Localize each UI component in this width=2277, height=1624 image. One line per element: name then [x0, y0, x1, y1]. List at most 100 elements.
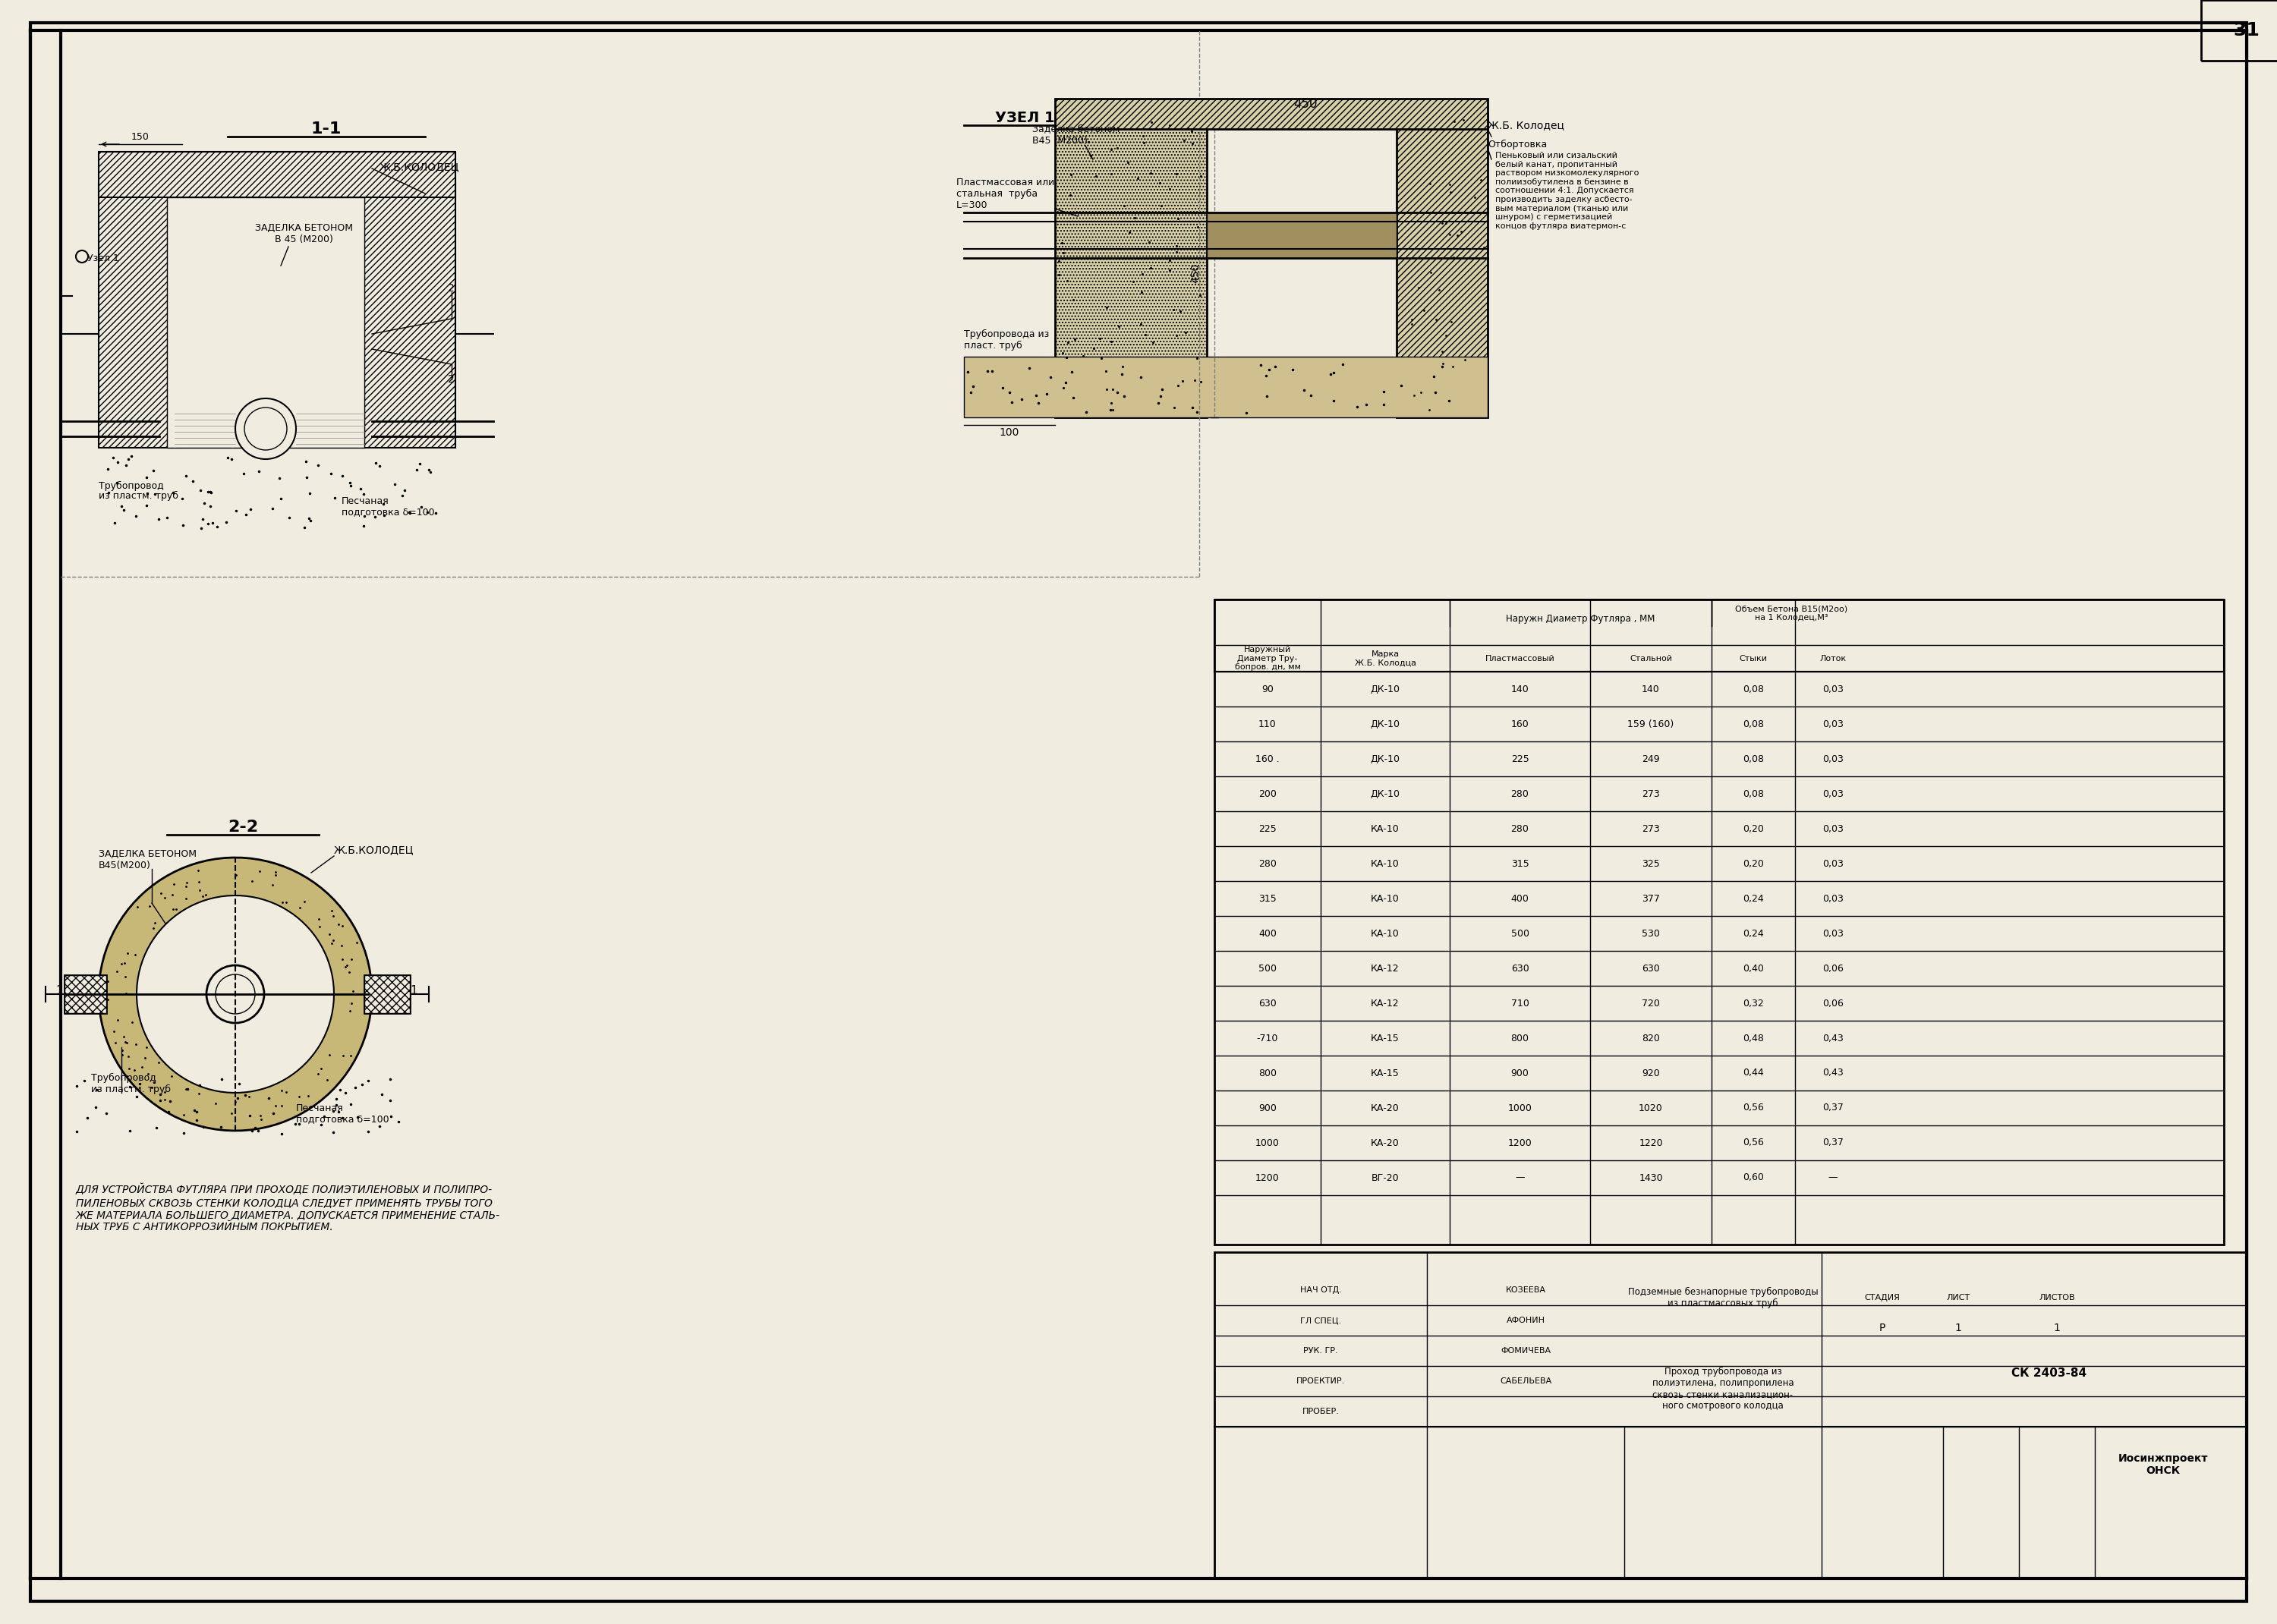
Text: 315: 315 — [1259, 893, 1277, 903]
Text: 0,43: 0,43 — [1822, 1069, 1844, 1078]
Text: СТАДИЯ: СТАДИЯ — [1865, 1294, 1899, 1301]
Text: ПРОЕКТИР.: ПРОЕКТИР. — [1296, 1377, 1346, 1385]
Text: 500: 500 — [1259, 963, 1277, 973]
Text: 450: 450 — [1191, 263, 1200, 283]
Bar — [64, 1070, 410, 1138]
Text: 0,24: 0,24 — [1742, 893, 1765, 903]
Text: КА-10: КА-10 — [1371, 929, 1400, 939]
Text: 1: 1 — [55, 984, 64, 996]
Text: L=300: L=300 — [956, 200, 988, 209]
Text: 100: 100 — [1000, 427, 1020, 438]
Text: ФОМИЧЕВА: ФОМИЧЕВА — [1501, 1346, 1551, 1354]
Text: 0,56: 0,56 — [1742, 1103, 1765, 1112]
Text: подготовка δ=100: подготовка δ=100 — [342, 507, 435, 516]
Bar — [64, 974, 107, 1013]
Circle shape — [244, 408, 287, 450]
Text: Заделка бетоном: Заделка бетоном — [1031, 123, 1120, 133]
Text: 720: 720 — [1642, 999, 1660, 1009]
Bar — [61, 539, 494, 585]
Text: 280: 280 — [1512, 789, 1528, 799]
Text: 400: 400 — [1512, 893, 1528, 903]
Text: 315: 315 — [1512, 859, 1528, 869]
Text: 1000: 1000 — [1255, 1138, 1280, 1148]
Text: 273: 273 — [1642, 823, 1660, 833]
Bar — [64, 974, 107, 1013]
Text: пласт. труб: пласт. труб — [963, 341, 1022, 351]
Text: 0,03: 0,03 — [1822, 719, 1844, 729]
Text: КА-10: КА-10 — [1371, 893, 1400, 903]
Text: 0,37: 0,37 — [1822, 1138, 1844, 1148]
Text: 225: 225 — [1259, 823, 1277, 833]
Text: 110: 110 — [1259, 719, 1277, 729]
Text: 160: 160 — [1512, 719, 1528, 729]
Text: Ж.Б.КОЛОДЕЦ: Ж.Б.КОЛОДЕЦ — [380, 162, 460, 172]
Text: ГЛ СПЕЦ.: ГЛ СПЕЦ. — [1300, 1317, 1341, 1324]
Text: Песчаная: Песчаная — [296, 1103, 344, 1112]
Bar — [1214, 599, 2225, 1244]
Text: КА-20: КА-20 — [1371, 1103, 1400, 1112]
Text: РУК. ГР.: РУК. ГР. — [1302, 1346, 1339, 1354]
Text: Наружн Диаметр Футляра , ММ: Наружн Диаметр Футляра , ММ — [1505, 614, 1655, 624]
Text: КА-10: КА-10 — [1371, 859, 1400, 869]
Text: Стальной: Стальной — [1630, 654, 1671, 663]
Text: 0,20: 0,20 — [1742, 823, 1765, 833]
Text: 0,08: 0,08 — [1742, 789, 1765, 799]
Text: 0,03: 0,03 — [1822, 859, 1844, 869]
Text: 2-2: 2-2 — [228, 820, 257, 835]
Text: 1000: 1000 — [1507, 1103, 1532, 1112]
Text: 0,03: 0,03 — [1822, 684, 1844, 693]
Text: ДЛЯ УСТРОЙСТВА ФУТЛЯРА ПРИ ПРОХОДЕ ПОЛИЭТИЛЕНОВЫХ И ПОЛИПРО-
ПИЛЕНОВЫХ СКВОЗЬ СТ: ДЛЯ УСТРОЙСТВА ФУТЛЯРА ПРИ ПРОХОДЕ ПОЛИЭ… — [75, 1184, 501, 1233]
Text: 2: 2 — [449, 283, 455, 294]
Text: 0,37: 0,37 — [1822, 1103, 1844, 1112]
Text: Песчаная: Песчаная — [342, 495, 389, 505]
Text: 2: 2 — [449, 374, 455, 385]
Text: ДК-10: ДК-10 — [1371, 789, 1400, 799]
Text: ЗАДЕЛКА БЕТОНОМ: ЗАДЕЛКА БЕТОНОМ — [98, 849, 196, 859]
Text: Проход трубопровода из
полиэтилена, полипропилена
сквозь стенки канализацион-
но: Проход трубопровода из полиэтилена, поли… — [1653, 1367, 1794, 1411]
Text: 1: 1 — [2054, 1322, 2061, 1333]
Text: НАЧ ОТД.: НАЧ ОТД. — [1300, 1286, 1341, 1294]
Text: 0,03: 0,03 — [1822, 823, 1844, 833]
Bar — [364, 182, 455, 448]
Text: 0,60: 0,60 — [1742, 1173, 1765, 1182]
Text: 1-1: 1-1 — [312, 122, 342, 136]
Circle shape — [216, 974, 255, 1013]
Text: Марка
Ж.Б. Колодца: Марка Ж.Б. Колодца — [1355, 650, 1416, 666]
Text: ВГ-20: ВГ-20 — [1371, 1173, 1398, 1182]
Bar — [98, 448, 455, 539]
Text: 0,03: 0,03 — [1822, 929, 1844, 939]
Text: Лоток: Лоток — [1819, 654, 1847, 663]
Text: В 45 (М200): В 45 (М200) — [276, 234, 332, 244]
Text: 0,20: 0,20 — [1742, 859, 1765, 869]
Text: КА-15: КА-15 — [1371, 1033, 1400, 1043]
Text: Узел 1: Узел 1 — [87, 253, 118, 263]
Bar — [2202, 0, 2277, 60]
Text: 0,03: 0,03 — [1822, 754, 1844, 763]
Text: 150: 150 — [132, 132, 150, 141]
Text: ДК-10: ДК-10 — [1371, 684, 1400, 693]
Bar — [98, 151, 455, 197]
Text: 0,06: 0,06 — [1822, 999, 1844, 1009]
Text: 249: 249 — [1642, 754, 1660, 763]
Circle shape — [235, 398, 296, 460]
Text: КА-12: КА-12 — [1371, 999, 1400, 1009]
Text: Пластмассовая или: Пластмассовая или — [956, 177, 1054, 187]
Text: 630: 630 — [1259, 999, 1277, 1009]
Text: 140: 140 — [1642, 684, 1660, 693]
Bar — [364, 974, 410, 1013]
Text: 920: 920 — [1642, 1069, 1660, 1078]
Text: -710: -710 — [1257, 1033, 1277, 1043]
Text: Пеньковый или сизальский
белый канат, пропитанный
раствором низкомолекулярного
п: Пеньковый или сизальский белый канат, пр… — [1496, 151, 1639, 231]
Text: Объем Бетона В15(М2оо)
на 1 Колодец,М³: Объем Бетона В15(М2оо) на 1 Колодец,М³ — [1735, 606, 1847, 622]
Text: Иосинжпроект
ОНСК: Иосинжпроект ОНСК — [2118, 1453, 2209, 1476]
Text: 1020: 1020 — [1639, 1103, 1662, 1112]
Text: Трубопровод: Трубопровод — [98, 481, 164, 490]
Text: 0,08: 0,08 — [1742, 754, 1765, 763]
Text: Ж.Б.КОЛОДЕЦ: Ж.Б.КОЛОДЕЦ — [335, 844, 414, 856]
Bar — [98, 182, 182, 448]
Text: 500: 500 — [1512, 929, 1530, 939]
Text: В45(М200): В45(М200) — [98, 861, 150, 870]
Text: —: — — [1514, 1173, 1526, 1182]
Text: 450: 450 — [1293, 97, 1318, 110]
Text: 800: 800 — [1259, 1069, 1277, 1078]
